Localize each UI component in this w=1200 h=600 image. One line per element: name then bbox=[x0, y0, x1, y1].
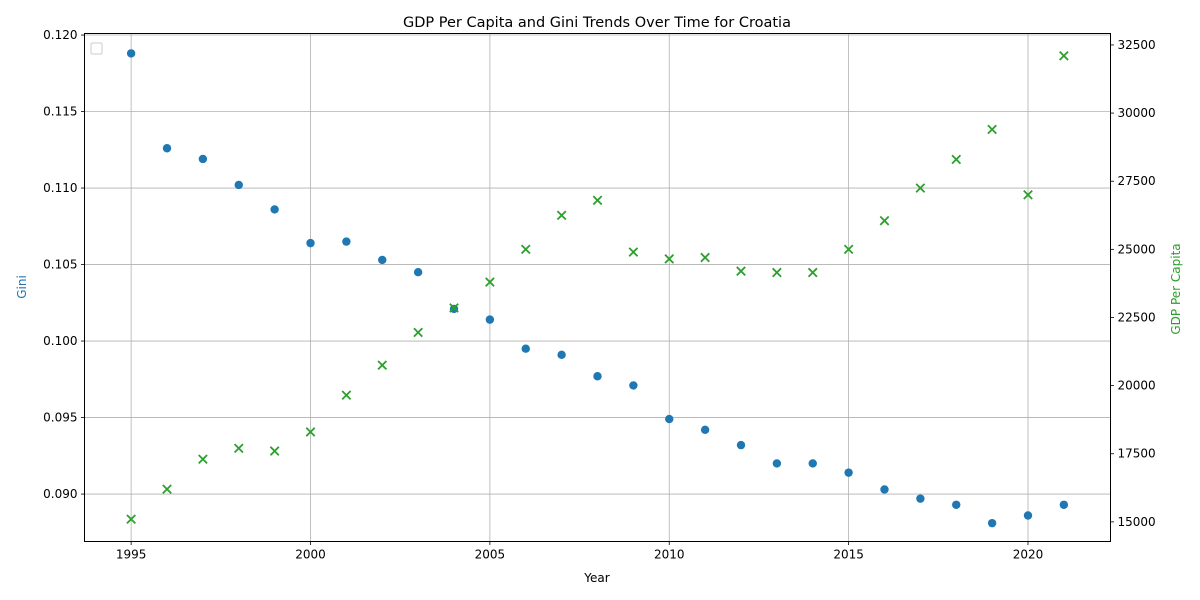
gini-point bbox=[629, 381, 638, 390]
gdp-point bbox=[485, 277, 495, 287]
y-right-tick-label: 32500 bbox=[1118, 38, 1156, 52]
plot-frame bbox=[84, 33, 1111, 542]
gdp-point bbox=[951, 154, 962, 165]
gdp-point bbox=[807, 267, 818, 278]
y-left-tick-label: 0.105 bbox=[43, 258, 77, 272]
gdp-point bbox=[987, 124, 997, 135]
gdp-point bbox=[628, 247, 639, 257]
gdp-point bbox=[664, 254, 675, 264]
y-left-tick-label: 0.110 bbox=[43, 181, 77, 195]
y-left-tick-label: 0.095 bbox=[43, 411, 77, 425]
gini-point bbox=[485, 315, 495, 324]
gini-point bbox=[952, 500, 961, 509]
x-axis-title: Year bbox=[583, 571, 609, 585]
x-tick-label: 2020 bbox=[1013, 548, 1044, 562]
gini-point bbox=[234, 180, 243, 190]
right-axis-title: GDP Per Capita bbox=[1169, 243, 1183, 334]
data-marks bbox=[126, 49, 1069, 528]
gini-point bbox=[162, 144, 172, 153]
gdp-point bbox=[843, 244, 854, 255]
gini-point bbox=[306, 238, 315, 248]
gini-point bbox=[270, 205, 279, 214]
gini-point bbox=[378, 255, 387, 265]
gini-point bbox=[1023, 511, 1033, 520]
x-tick-label: 2015 bbox=[833, 548, 864, 562]
legend-box bbox=[90, 42, 103, 55]
gini-point bbox=[700, 425, 710, 435]
y-left-tick-label: 0.090 bbox=[43, 487, 77, 501]
chart-title: GDP Per Capita and Gini Trends Over Time… bbox=[403, 15, 791, 31]
gdp-point bbox=[879, 215, 890, 226]
y-right-tick-label: 30000 bbox=[1118, 106, 1156, 120]
gdp-point bbox=[126, 514, 136, 524]
gini-point bbox=[736, 440, 746, 450]
gdp-point bbox=[198, 454, 208, 465]
gdp-point bbox=[520, 244, 531, 255]
gdp-point bbox=[162, 484, 172, 495]
gdp-point bbox=[341, 390, 352, 400]
gdp-point bbox=[305, 427, 316, 437]
gini-point bbox=[987, 518, 997, 528]
y-right-tick-label: 20000 bbox=[1118, 379, 1156, 393]
gdp-point bbox=[915, 183, 926, 193]
y-right-tick-label: 25000 bbox=[1118, 242, 1156, 256]
gini-point bbox=[198, 154, 208, 164]
x-tick-label: 2000 bbox=[295, 548, 326, 562]
gdp-point bbox=[700, 252, 710, 263]
gdp-point bbox=[736, 266, 746, 276]
y-left-tick-label: 0.115 bbox=[43, 105, 77, 119]
gini-point bbox=[844, 468, 853, 477]
gdp-point bbox=[233, 443, 244, 454]
gdp-point bbox=[269, 446, 280, 456]
gdp-point bbox=[413, 327, 423, 338]
gdp-point bbox=[377, 360, 388, 371]
gini-point bbox=[1059, 500, 1069, 509]
y-right-tick-label: 22500 bbox=[1118, 310, 1156, 324]
gini-point bbox=[593, 372, 602, 381]
gdp-point bbox=[449, 303, 459, 313]
gini-point bbox=[126, 49, 136, 58]
y-left-tick-label: 0.100 bbox=[43, 334, 77, 348]
gdp-point bbox=[556, 210, 567, 221]
gini-point bbox=[521, 344, 530, 353]
axis-ticks: 1995 2000 2005 2010 2015 2020 0.090 0.095 0.100 0… bbox=[43, 28, 1156, 561]
gdp-point bbox=[592, 195, 603, 206]
gini-point bbox=[413, 267, 423, 277]
gini-point bbox=[557, 350, 566, 360]
gini-point bbox=[772, 459, 782, 468]
gdp-point bbox=[1059, 51, 1069, 61]
gini-point bbox=[665, 414, 674, 424]
gini-point bbox=[880, 485, 889, 494]
gini-point bbox=[916, 494, 925, 503]
x-tick-label: 1995 bbox=[116, 548, 147, 562]
x-tick-label: 2010 bbox=[654, 548, 685, 562]
y-right-tick-label: 15000 bbox=[1118, 515, 1156, 529]
gdp-point bbox=[1023, 190, 1033, 200]
left-axis-title: Gini bbox=[15, 275, 29, 299]
x-tick-label: 2005 bbox=[475, 548, 506, 562]
gdp-point bbox=[772, 267, 782, 278]
gini-point bbox=[342, 237, 351, 246]
y-right-tick-label: 17500 bbox=[1118, 447, 1156, 461]
y-right-tick-label: 27500 bbox=[1118, 174, 1156, 188]
gini-point bbox=[808, 459, 817, 468]
grid-lines bbox=[84, 33, 1111, 542]
y-left-tick-label: 0.120 bbox=[43, 28, 77, 42]
